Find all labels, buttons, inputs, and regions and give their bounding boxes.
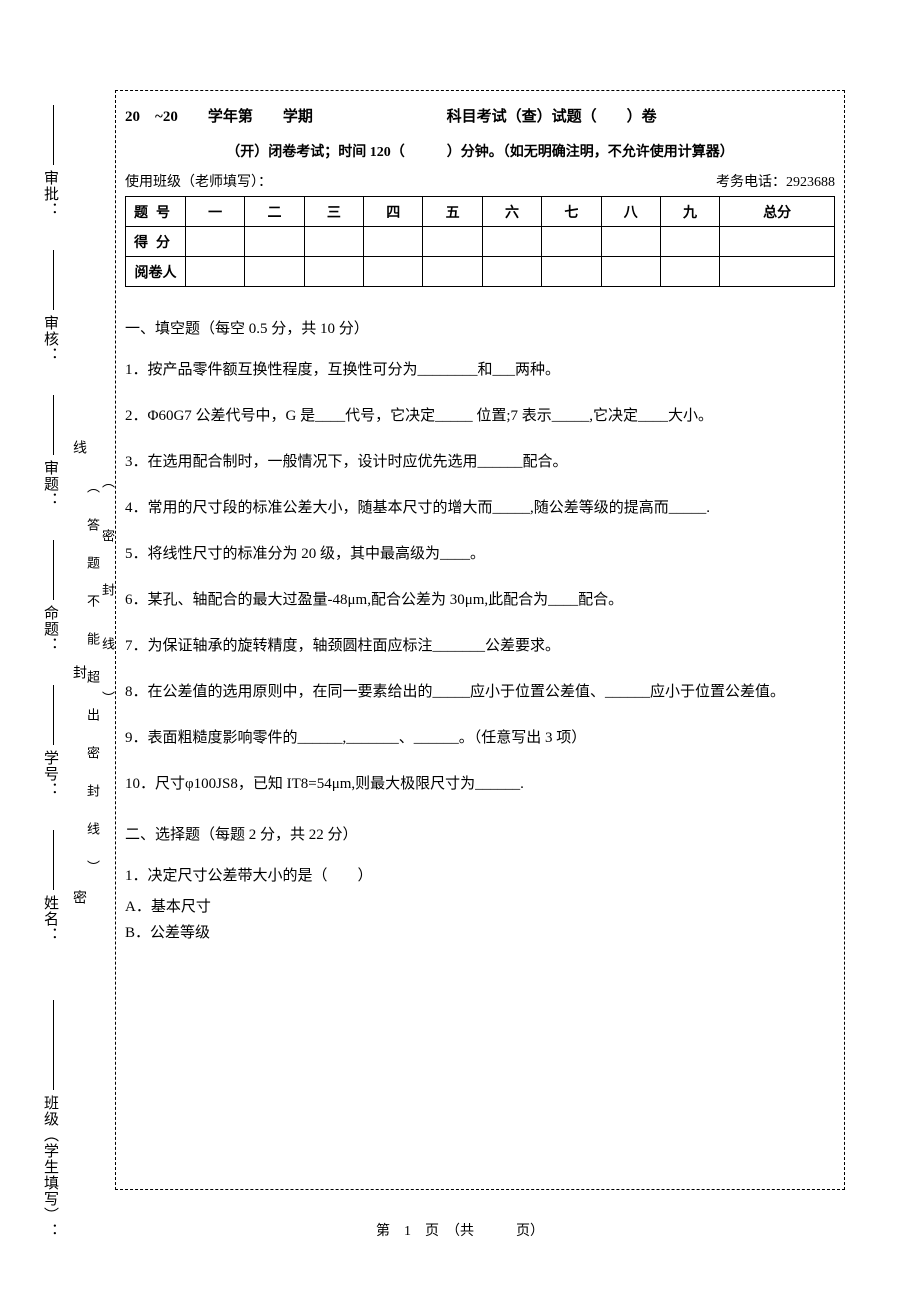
sidebar-name: 姓名： (40, 830, 61, 943)
sidebar-approval: 审批： (40, 105, 61, 218)
question-3: 3．在选用配合制时，一般情况下，设计时应优先选用______配合。 (125, 448, 835, 476)
exam-title-line3: 使用班级（老师填写）： 考务电话：2923688 (125, 171, 835, 191)
mc-option-a: A．基本尺寸 (125, 894, 835, 920)
mc-question-1: 1．决定尺寸公差带大小的是（ ） (125, 862, 835, 890)
question-4: 4．常用的尺寸段的标准公差大小，随基本尺寸的增大而_____,随公差等级的提高而… (125, 494, 835, 522)
mc-option-b: B．公差等级 (125, 920, 835, 946)
section-2-title: 二、选择题（每题 2 分，共 22 分） (125, 823, 835, 844)
sidebar-studentid: 学号： (40, 685, 61, 798)
question-1: 1．按产品零件额互换性程度，互换性可分为________和___两种。 (125, 356, 835, 384)
section-1-title: 一、填空题（每空 0.5 分，共 10 分） (125, 317, 835, 338)
question-9: 9．表面粗糙度影响零件的______,_______、______。（任意写出 … (125, 724, 835, 752)
table-row-grader: 阅卷人 (126, 257, 835, 287)
question-2: 2．Φ60G7 公差代号中，G 是____代号，它决定_____ 位置;7 表示… (125, 402, 835, 430)
score-table: 题号 一 二 三 四 五 六 七 八 九 总分 得分 阅卷人 (125, 196, 835, 287)
inner-warn-text: （ 答 题 不 能 超 出 密 封 线 ） (83, 480, 102, 879)
exam-title-line2: （开）闭卷考试；时间 120（ ）分钟。（如无明确注明，不允许使用计算器） (125, 141, 835, 161)
seal-mi: 密 (68, 890, 88, 905)
table-row-header: 题号 一 二 三 四 五 六 七 八 九 总分 (126, 197, 835, 227)
question-5: 5．将线性尺寸的标准分为 20 级，其中最高级为____。 (125, 540, 835, 568)
question-10: 10．尺寸φ100JS8，已知 IT8=54μm,则最大极限尺寸为______. (125, 770, 835, 798)
question-8: 8．在公差值的选用原则中，在同一要素给出的_____应小于位置公差值、_____… (125, 678, 835, 706)
sidebar-examcheck: 审题： (40, 395, 61, 508)
question-7: 7．为保证轴承的旋转精度，轴颈圆柱面应标注_______公差要求。 (125, 632, 835, 660)
seal-xian: 线 (68, 440, 88, 455)
sidebar-author: 命题： (40, 540, 61, 653)
sidebar-review: 审核： (40, 250, 61, 363)
page-footer: 第 1 页 （共 页） (0, 1220, 920, 1240)
sidebar-class: 班级（学生填写）： (40, 1000, 61, 1239)
table-row-score: 得分 (126, 227, 835, 257)
exam-title-line1: 20 ~20 学年第 学期 科目考试（查）试题（ ）卷 (125, 105, 835, 126)
question-6: 6．某孔、轴配合的最大过盈量-48μm,配合公差为 30μm,此配合为____配… (125, 586, 835, 614)
